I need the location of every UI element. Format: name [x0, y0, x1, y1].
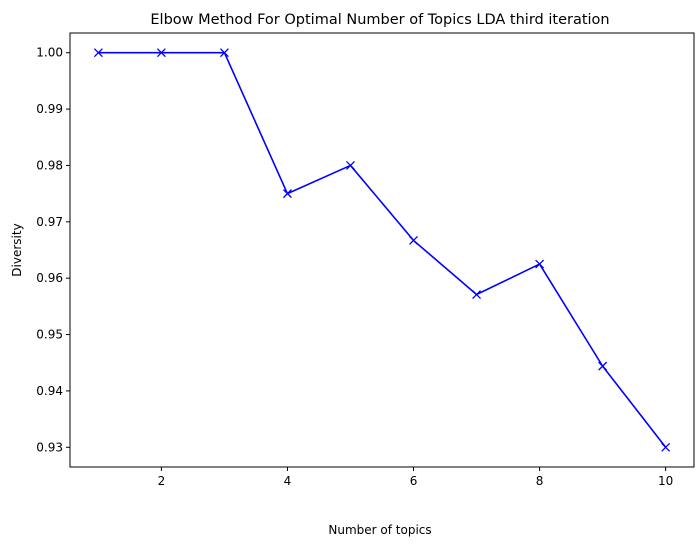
data-point-marker [282, 189, 292, 199]
y-tick-label: 1.00 [36, 46, 63, 60]
series-line [98, 51, 667, 448]
y-tick-label: 0.93 [36, 440, 63, 454]
data-point-marker [472, 290, 482, 299]
data-point-marker [93, 48, 103, 58]
plot-area [70, 33, 694, 467]
y-axis-label: Diversity [10, 223, 24, 276]
x-axis-label: Number of topics [328, 523, 431, 537]
y-tick-label: 0.98 [36, 158, 63, 172]
y-tick-label: 0.95 [36, 328, 63, 342]
y-tick-label: 0.96 [36, 271, 63, 285]
data-point-marker [661, 442, 671, 452]
x-tick-label: 8 [536, 474, 544, 488]
x-tick-label: 10 [658, 474, 673, 488]
data-point-marker [598, 361, 608, 371]
axis-ticks: 2 4 6 8 10 0.93 0.94 0.95 0.96 0.97 0.98 0.99 1.00 [36, 46, 673, 488]
x-tick-label: 4 [284, 474, 292, 488]
data-point-marker [156, 48, 166, 58]
y-tick-label: 0.99 [36, 102, 63, 116]
data-point-marker [535, 259, 545, 269]
y-tick-label: 0.97 [36, 215, 63, 229]
data-point-marker [219, 48, 229, 58]
x-tick-label: 2 [158, 474, 166, 488]
series-group [93, 48, 671, 452]
chart-title: Elbow Method For Optimal Number of Topic… [150, 12, 609, 28]
data-point-marker [346, 160, 355, 170]
plot-frame [69, 32, 695, 468]
data-point-marker [409, 235, 418, 245]
y-tick-label: 0.94 [36, 384, 63, 398]
x-tick-label: 6 [410, 474, 418, 488]
